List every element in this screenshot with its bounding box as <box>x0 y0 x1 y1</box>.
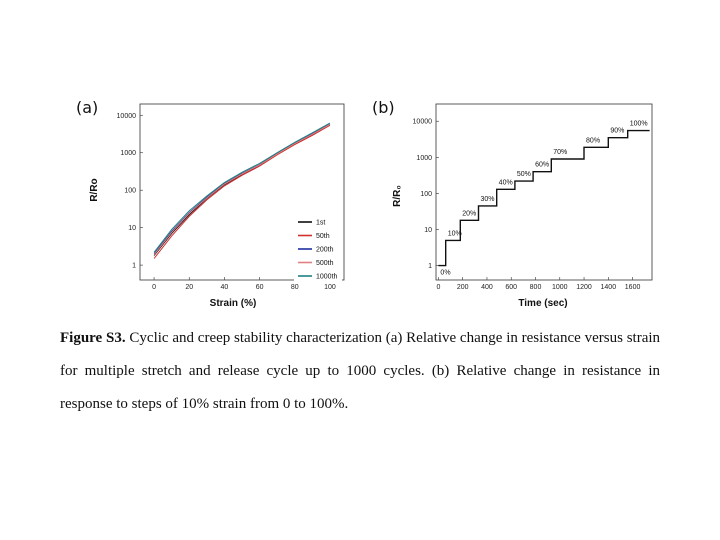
chart-b-step-label: 0% <box>440 270 450 277</box>
chart-b-ytick-label: 100 <box>420 191 432 198</box>
chart-b-ytick-label: 1 <box>428 263 432 270</box>
chart-b-step-label: 80% <box>586 137 600 144</box>
chart-b-xtick-label: 1600 <box>625 284 641 291</box>
chart-a-xtick-label: 40 <box>221 284 229 291</box>
chart-b-xtick-label: 0 <box>436 284 440 291</box>
chart-a-legend-label: 500th <box>316 260 334 267</box>
chart-a-xtick-label: 60 <box>256 284 264 291</box>
chart-a-legend-label: 200th <box>316 247 334 254</box>
chart-b-ytick-label: 10 <box>424 227 432 234</box>
chart-a-ytick-label: 1 <box>132 263 136 270</box>
chart-b-step-label: 40% <box>499 179 513 186</box>
chart-b-step-label: 10% <box>448 230 462 237</box>
chart-b-plot-frame <box>435 103 653 281</box>
chart-a-xtick-label: 20 <box>185 284 193 291</box>
chart-b: 0 200 400 600 800 1000 1200 1400 1600 1 10 100 1000 1… <box>413 103 653 291</box>
chart-a-ylabel: R/Ro <box>89 178 100 201</box>
chart-a-ytick-label: 10000 <box>117 113 137 120</box>
chart-a-xtick-label: 100 <box>324 284 336 291</box>
chart-b-xtick-label: 1400 <box>601 284 617 291</box>
panel-b-label: (b) <box>372 98 395 117</box>
chart-a-legend-label: 1st <box>316 220 325 227</box>
chart-a-ytick-label: 10 <box>128 225 136 232</box>
chart-b-ytick-label: 10000 <box>413 119 433 126</box>
chart-b-ylabel: R/R₀ <box>392 185 403 207</box>
chart-b-xtick-label: 1200 <box>576 284 592 291</box>
chart-b-ytick-label: 1000 <box>416 155 432 162</box>
figure-caption: Figure S3. Cyclic and creep stability ch… <box>60 322 660 421</box>
chart-a-xtick-label: 80 <box>291 284 299 291</box>
caption-text: Cyclic and creep stability characterizat… <box>60 330 661 412</box>
chart-a-legend-label: 50th <box>316 233 330 240</box>
panel-a-label: (a) <box>76 98 98 117</box>
chart-a: 0 20 40 60 80 100 1 10 100 1000 10000 1st 50th 200th 5… <box>117 103 345 291</box>
chart-a-plot-frame <box>139 103 345 281</box>
chart-b-step-label: 90% <box>610 128 624 135</box>
chart-b-xtick-label: 800 <box>530 284 542 291</box>
chart-b-xtick-label: 600 <box>505 284 517 291</box>
chart-b-xtick-label: 400 <box>481 284 493 291</box>
chart-b-xtick-label: 200 <box>457 284 469 291</box>
chart-a-series-1000th-line <box>153 122 331 253</box>
chart-b-xlabel: Time (sec) <box>518 298 567 309</box>
chart-b-step-label: 50% <box>517 171 531 178</box>
chart-a-ytick-label: 100 <box>124 188 136 195</box>
chart-b-step-label: 30% <box>480 196 494 203</box>
chart-b-step-label: 60% <box>535 162 549 169</box>
chart-b-step-label: 70% <box>553 149 567 156</box>
chart-b-step-label: 20% <box>462 210 476 217</box>
chart-a-xlabel: Strain (%) <box>210 298 257 309</box>
chart-b-step-label: 100% <box>630 121 648 128</box>
chart-a-ytick-label: 1000 <box>120 150 136 157</box>
chart-a-series-50th-line <box>153 124 331 259</box>
chart-a-xtick-label: 0 <box>152 284 156 291</box>
chart-b-xtick-label: 1000 <box>552 284 568 291</box>
chart-b-step-line <box>438 129 650 267</box>
chart-a-legend-label: 1000th <box>316 274 338 281</box>
caption-label: Figure S3. <box>60 330 126 346</box>
chart-a-series-500th-line <box>153 123 331 256</box>
